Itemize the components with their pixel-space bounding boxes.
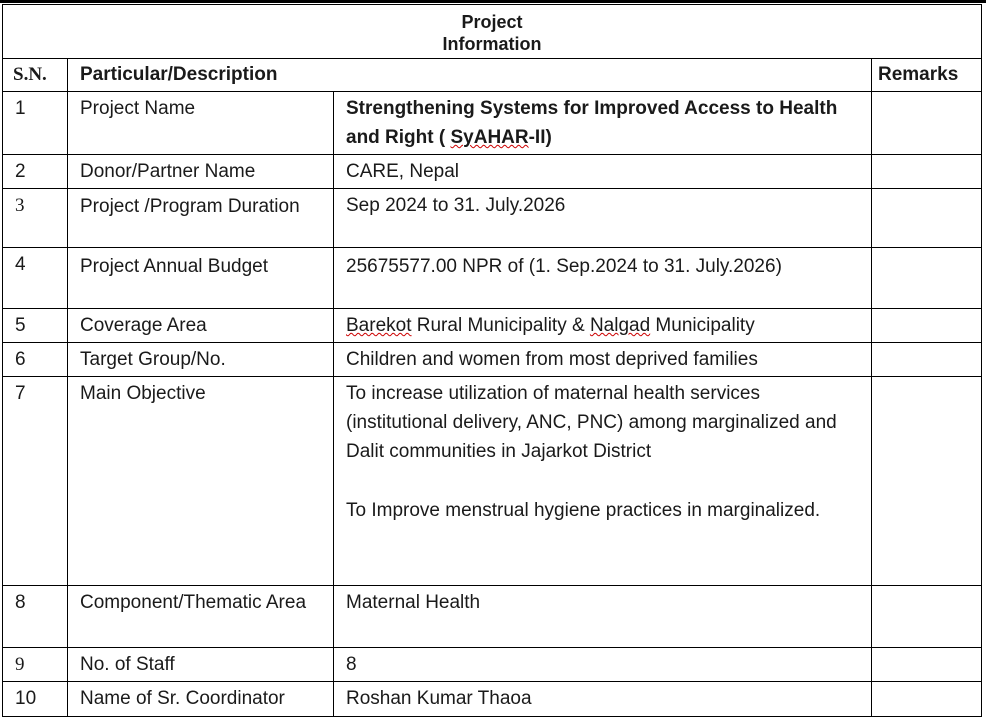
value-text: Rural Municipality & [411,315,590,336]
row-remarks [871,647,982,682]
row-label: Name of Sr. Coordinator [67,681,334,717]
row-label: Donor/Partner Name [67,154,334,189]
title-line-2: Information [442,34,542,54]
row-remarks [871,91,982,155]
row-label: Component/Thematic Area [67,585,334,648]
table-row: 3 Project /Program Duration Sep 2024 to … [2,188,982,248]
row-value: Strengthening Systems for Improved Acces… [333,91,872,155]
table-row: 10 Name of Sr. Coordinator Roshan Kumar … [2,681,982,717]
row-remarks [871,681,982,717]
row-remarks [871,247,982,309]
row-remarks [871,188,982,248]
row-label: Main Objective [67,376,334,586]
table-row: 4 Project Annual Budget 25675577.00 NPR … [2,247,982,309]
row-value: Children and women from most deprived fa… [333,342,872,377]
table-row: 5 Coverage Area Barekot Rural Municipali… [2,308,982,343]
row-value: To increase utilization of maternal heal… [333,376,872,586]
row-remarks [871,342,982,377]
value-text: Nalgad [589,315,651,336]
table-row: 7 Main Objective To increase utilization… [2,376,982,586]
row-remarks [871,154,982,189]
title-line-1: Project [461,12,523,32]
row-label: Project Annual Budget [67,247,334,309]
table-row: 9 No. of Staff 8 [2,647,982,682]
row-remarks [871,376,982,586]
value-text: Municipality [650,315,755,336]
top-rule [0,0,986,3]
row-value: Sep 2024 to 31. July.2026 [333,188,872,248]
row-value: CARE, Nepal [333,154,872,189]
row-value: 25675577.00 NPR of (1. Sep.2024 to 31. J… [333,247,872,309]
header-row: S.N. Particular/Description Remarks [2,58,982,92]
row-value: Maternal Health [333,585,872,648]
row-label: Target Group/No. [67,342,334,377]
table-row: 1 Project Name Strengthening Systems for… [2,91,982,155]
row-remarks [871,585,982,648]
header-particular: Particular/Description [67,58,872,92]
row-sn: 4 [2,247,68,309]
row-value: 8 [333,647,872,682]
table-title: Project Information [2,4,982,59]
value-text: Barekot [346,315,412,336]
row-sn: 2 [2,154,68,189]
header-sn: S.N. [2,58,68,92]
row-sn: 9 [2,647,68,682]
row-sn: 8 [2,585,68,648]
row-label: Coverage Area [67,308,334,343]
objective-paragraph: To Improve menstrual hygiene practices i… [346,500,821,521]
value-text: Strengthening Systems for Improved Acces… [346,98,838,148]
table-row: 2 Donor/Partner Name CARE, Nepal [2,154,982,189]
row-sn: 3 [2,188,68,248]
objective-paragraph: To increase utilization of maternal heal… [346,383,837,462]
table-title-row: Project Information [2,4,982,59]
header-remarks: Remarks [871,58,982,92]
table-row: 6 Target Group/No. Children and women fr… [2,342,982,377]
row-label: Project Name [67,91,334,155]
row-label: No. of Staff [67,647,334,682]
row-value: Barekot Rural Municipality & Nalgad Muni… [333,308,872,343]
table-row: 8 Component/Thematic Area Maternal Healt… [2,585,982,648]
row-label: Project /Program Duration [67,188,334,248]
row-sn: 5 [2,308,68,343]
row-sn: 6 [2,342,68,377]
row-value: Roshan Kumar Thaoa [333,681,872,717]
row-sn: 1 [2,91,68,155]
value-text: SyAHAR [450,127,529,148]
row-remarks [871,308,982,343]
project-information-table: Project Information S.N. Particular/Desc… [2,4,982,717]
row-sn: 7 [2,376,68,586]
value-text: -II) [528,127,552,148]
row-sn: 10 [2,681,68,717]
